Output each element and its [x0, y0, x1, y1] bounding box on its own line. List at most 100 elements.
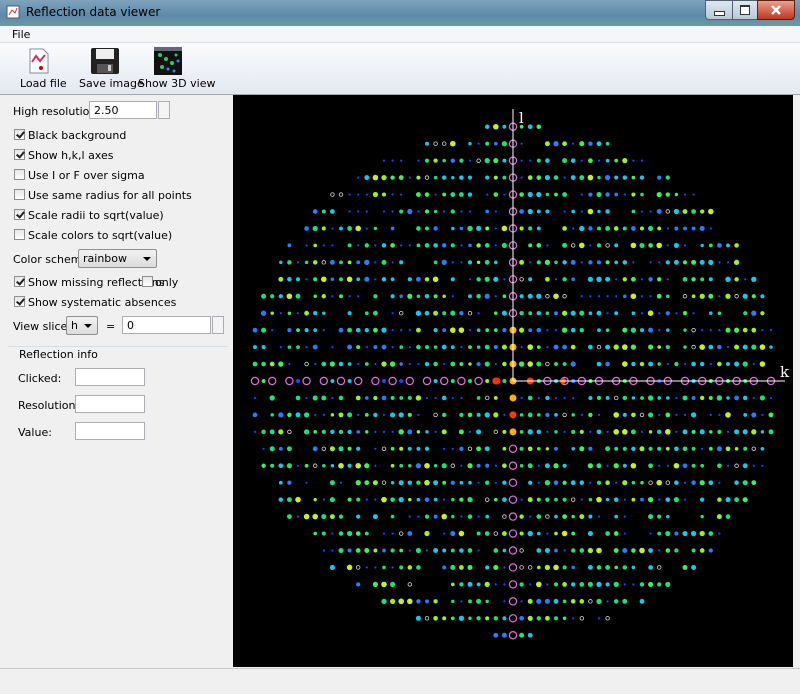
- reflection: [305, 481, 308, 484]
- checkbox[interactable]: [14, 296, 25, 307]
- reflection: [278, 276, 284, 282]
- reflection: [674, 446, 679, 452]
- reflection: [303, 513, 310, 520]
- reflection: [639, 446, 645, 452]
- reflection: [381, 277, 387, 282]
- maximize-button[interactable]: [732, 0, 758, 20]
- reflection: [605, 276, 611, 282]
- save-image-button[interactable]: Save image: [76, 43, 144, 93]
- reflection: [347, 311, 352, 316]
- load-file-button[interactable]: Load file: [8, 43, 68, 93]
- reflection: [529, 583, 532, 586]
- reflection: [295, 277, 301, 282]
- absent-reflection: [614, 395, 619, 401]
- absent-reflection: [639, 412, 645, 418]
- reflection: [313, 531, 317, 536]
- reflection: [365, 430, 369, 434]
- reflection: [554, 430, 558, 434]
- reflection: [718, 481, 721, 484]
- absent-reflection: [407, 582, 412, 587]
- checkbox[interactable]: [14, 149, 25, 160]
- reflection: [614, 243, 619, 248]
- reflection: [615, 481, 618, 484]
- checkbox-label: Use same radius for all points: [28, 189, 192, 202]
- reflection: [416, 344, 421, 350]
- missing-reflection: [508, 461, 518, 470]
- reflection: [364, 243, 370, 248]
- reflection: [579, 480, 585, 485]
- show-3d-view-button[interactable]: Show 3D view: [136, 43, 215, 93]
- checkbox[interactable]: [14, 169, 25, 180]
- reflection: [623, 498, 626, 501]
- reflection: [648, 463, 653, 469]
- close-button[interactable]: [757, 0, 795, 20]
- absent-reflection: [545, 514, 550, 519]
- color-scheme-combo[interactable]: rainbow: [78, 249, 157, 268]
- high-resolution-input[interactable]: 2.50: [89, 101, 157, 119]
- slice-value-input[interactable]: 0: [122, 316, 211, 334]
- reflection: [391, 566, 394, 569]
- info-field[interactable]: [75, 368, 145, 386]
- reflection: [519, 124, 524, 129]
- reflection: [391, 312, 394, 315]
- reflection: [658, 312, 661, 315]
- reflection: [443, 532, 446, 535]
- reflection: [338, 412, 344, 418]
- absent-reflection: [734, 463, 739, 468]
- reflection: [537, 481, 540, 484]
- reflection: [622, 277, 627, 282]
- spinner[interactable]: [158, 101, 170, 119]
- reflection: [658, 464, 661, 467]
- reflection: [519, 615, 524, 621]
- reflection: [381, 192, 387, 197]
- reflection: [321, 531, 326, 536]
- reflection: [665, 175, 670, 180]
- missing-reflection: [268, 376, 277, 386]
- reflection: [751, 327, 757, 333]
- menu-item[interactable]: File: [12, 28, 31, 41]
- reflection: [468, 379, 472, 383]
- info-field[interactable]: [75, 395, 145, 413]
- absent-reflection: [330, 192, 335, 197]
- reflection: [588, 226, 593, 231]
- checkbox[interactable]: [14, 189, 25, 200]
- reflection: [442, 311, 447, 316]
- axis-label: k: [780, 363, 790, 381]
- reflection: [648, 514, 654, 520]
- checkbox[interactable]: [14, 129, 25, 140]
- missing-reflection: [285, 376, 294, 386]
- spinner[interactable]: [212, 316, 224, 334]
- reflection: [742, 395, 748, 401]
- checkbox[interactable]: [14, 209, 25, 220]
- reflection: [588, 344, 593, 350]
- minimize-button[interactable]: [705, 0, 733, 20]
- reflection: [408, 346, 411, 349]
- reflection: [606, 430, 609, 433]
- reflection: [434, 430, 437, 433]
- checkbox[interactable]: [14, 229, 25, 240]
- reflection: [331, 295, 334, 298]
- slice-axis-combo[interactable]: h: [66, 316, 98, 335]
- reflection: [503, 193, 506, 196]
- reflection: [261, 293, 267, 299]
- checkbox[interactable]: [14, 276, 25, 287]
- reflection: [615, 278, 618, 281]
- reflection: [665, 344, 670, 350]
- reflection: [648, 344, 654, 350]
- reflection: [742, 293, 748, 299]
- reflection: [339, 226, 343, 231]
- reflection: [588, 412, 593, 418]
- checkbox[interactable]: [142, 276, 153, 287]
- info-field[interactable]: [75, 422, 145, 440]
- reflection: [502, 158, 507, 163]
- reflection: [657, 175, 662, 180]
- reflection: [587, 208, 594, 215]
- reflection: [579, 599, 585, 604]
- reflection: [537, 413, 541, 417]
- reflection: [527, 361, 533, 367]
- reflection: [468, 362, 472, 366]
- reflection: [683, 413, 687, 416]
- reflection: [458, 429, 464, 435]
- reflection: [443, 498, 446, 501]
- reflection: [296, 379, 300, 383]
